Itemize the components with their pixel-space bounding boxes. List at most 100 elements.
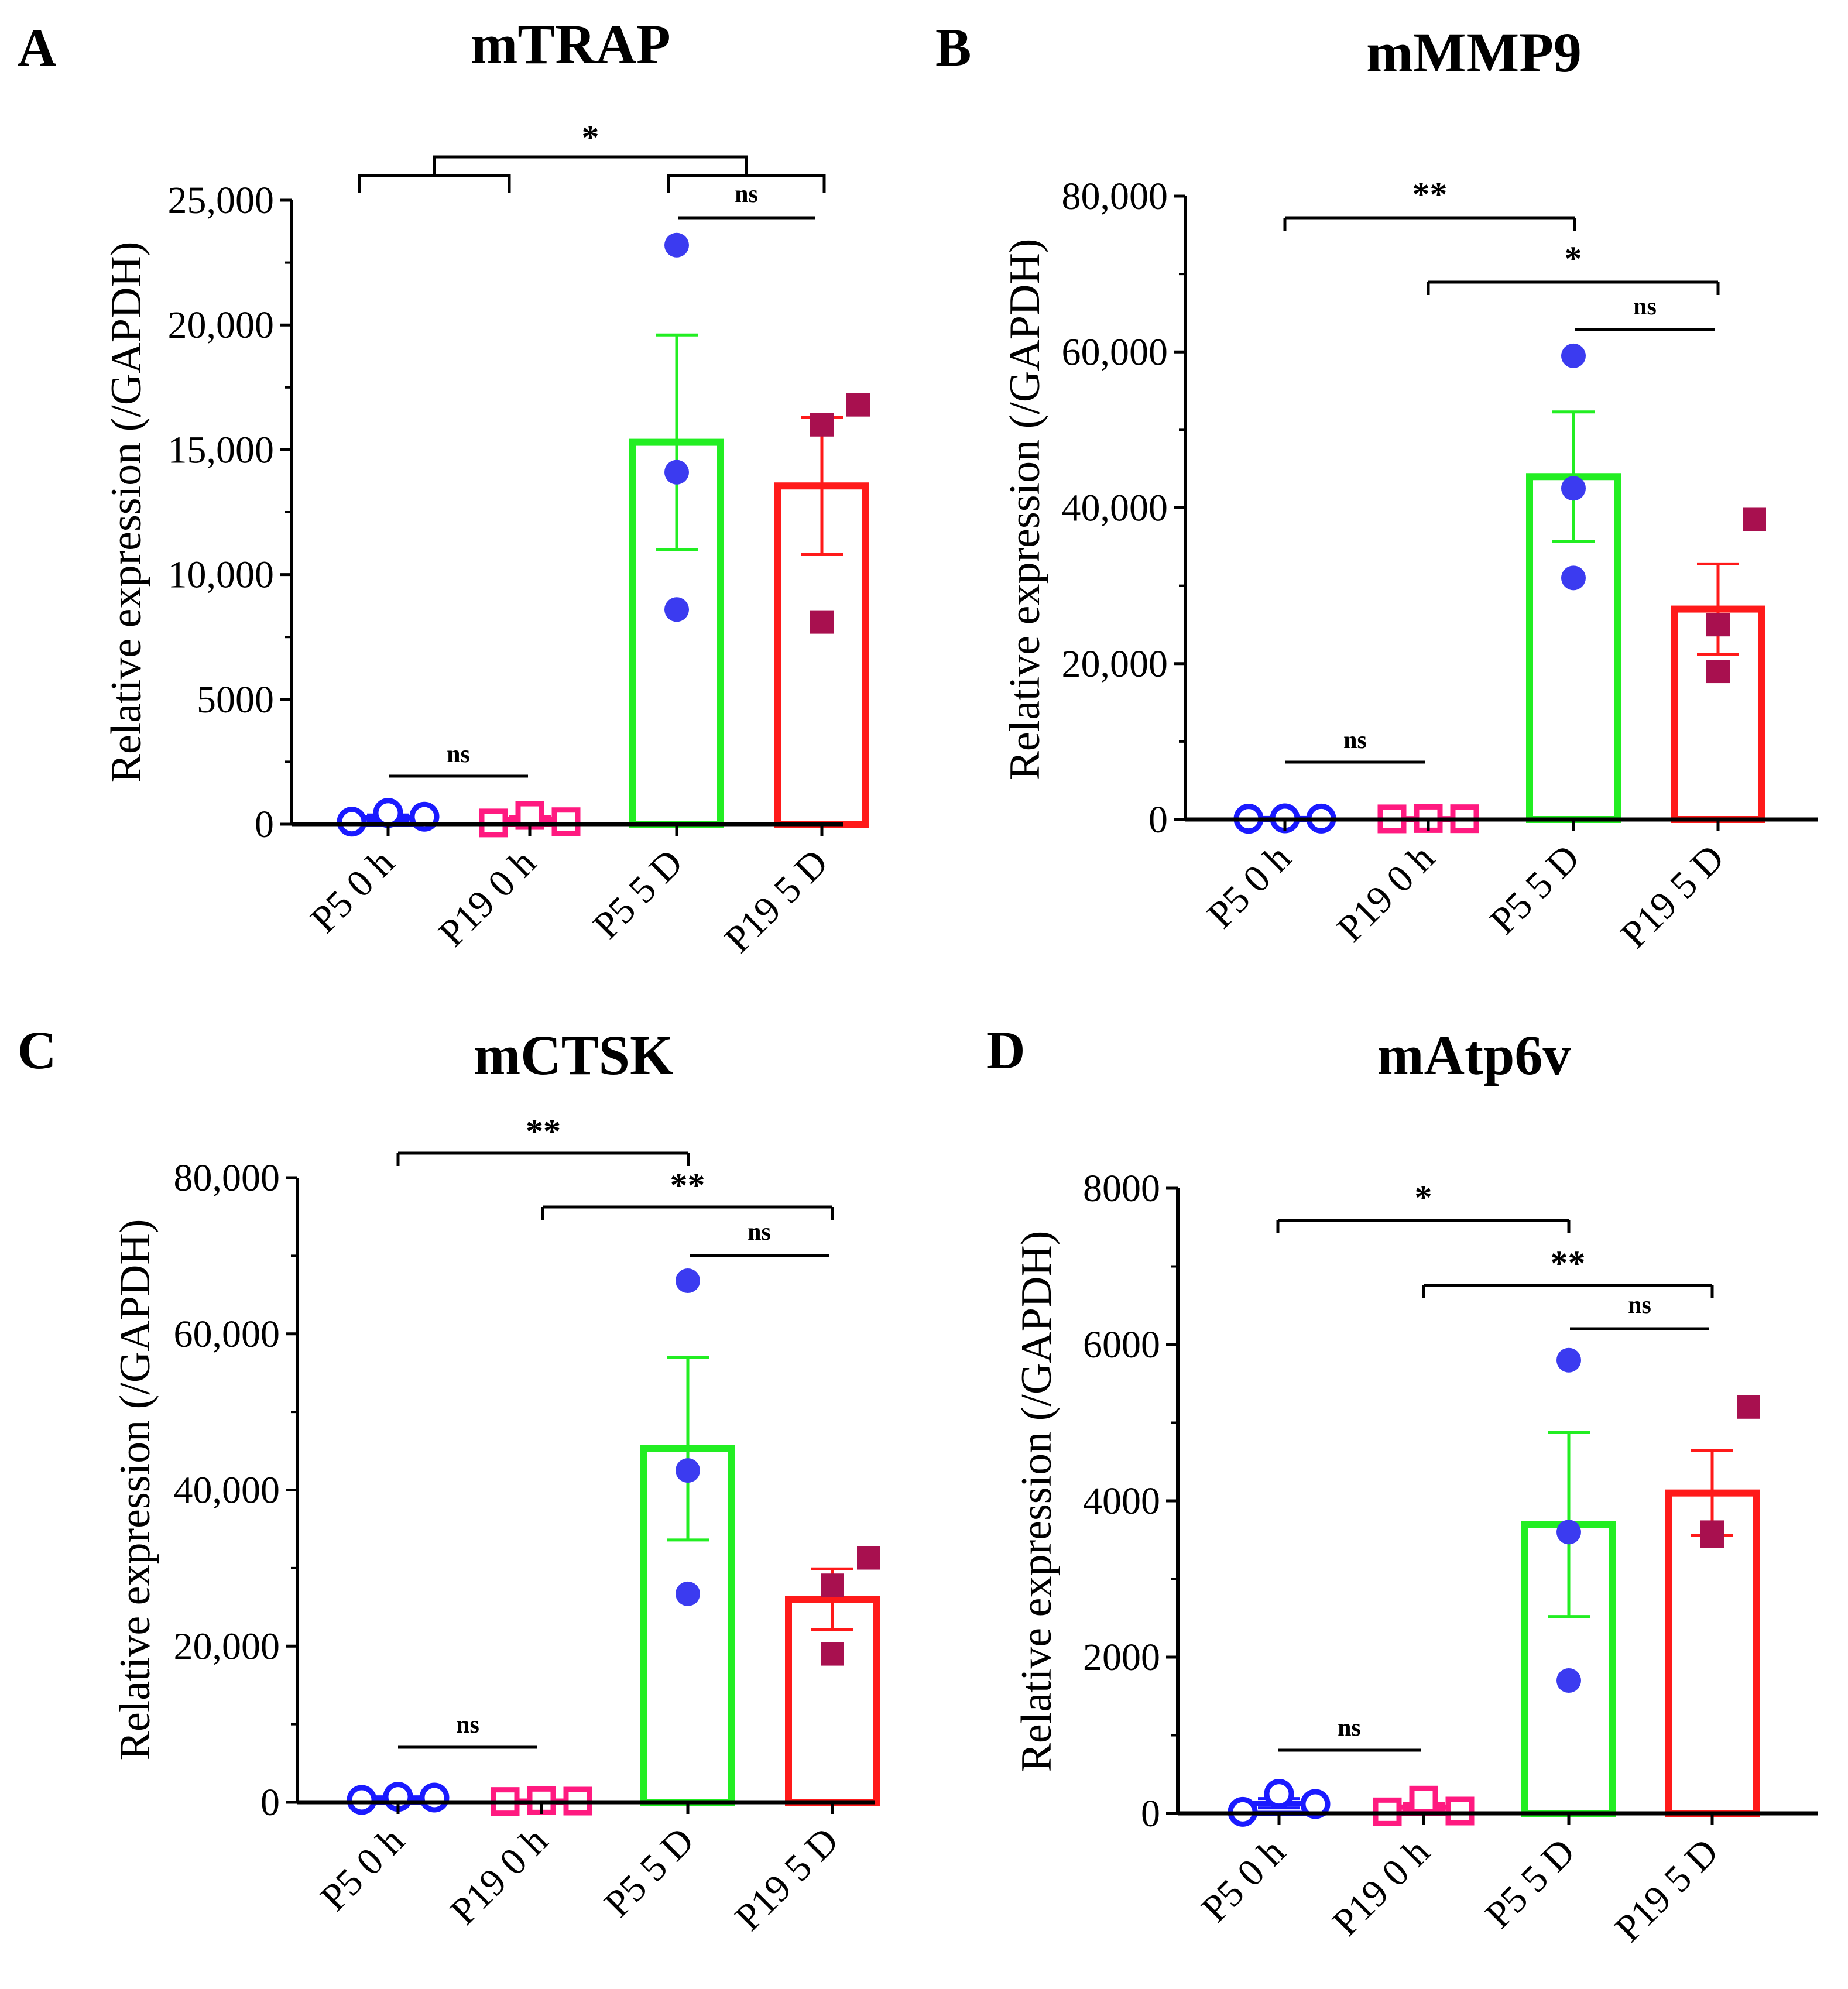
data-point (1409, 1785, 1438, 1815)
data-point (1556, 1347, 1581, 1373)
data-point (664, 232, 689, 258)
data-point (664, 459, 689, 485)
data-point (551, 807, 581, 836)
data-point (1700, 1520, 1724, 1544)
y-tick-label: 20,000 (174, 1625, 280, 1668)
x-tick-label: P19 0 h (430, 841, 544, 955)
significance-label: ns (1628, 1292, 1651, 1319)
x-tick-label: P5 0 h (1199, 836, 1300, 937)
y-axis-label: Relative expression (/GAPDH) (111, 1219, 159, 1761)
y-tick-label: 25,000 (168, 179, 275, 222)
data-point (1743, 507, 1766, 531)
y-tick-label: 20,000 (1062, 643, 1168, 685)
x-tick-label: P19 0 h (442, 1819, 556, 1933)
chart-title: mCTSK (474, 1024, 673, 1086)
significance-label: ** (526, 1112, 561, 1151)
data-point (347, 1785, 377, 1815)
data-point (821, 1642, 844, 1666)
x-tick-label: P5 0 h (303, 841, 403, 941)
data-point (1556, 1520, 1581, 1545)
data-point (676, 1581, 700, 1606)
y-tick-label: 80,000 (1062, 175, 1168, 218)
y-tick-label: 5000 (197, 678, 274, 721)
y-tick-label: 8000 (1083, 1167, 1160, 1210)
data-point (810, 610, 834, 634)
significance-label: ** (1551, 1244, 1586, 1282)
significance-label: ns (735, 181, 758, 208)
data-point (419, 1782, 450, 1813)
significance-label: ** (1412, 175, 1448, 214)
y-tick-label: 4000 (1083, 1480, 1160, 1522)
significance-bracket-left-group (358, 174, 511, 193)
x-tick-label: P19 5 D (1607, 1830, 1727, 1950)
x-tick-label: P19 5 D (727, 1819, 847, 1939)
panel-letter: A (18, 18, 56, 77)
chart-title: mMMP9 (1366, 21, 1582, 84)
significance-label: * (1415, 1178, 1432, 1217)
data-point (676, 1268, 700, 1294)
x-tick-label: P19 5 D (716, 841, 836, 961)
data-point (664, 597, 689, 622)
y-tick-label: 60,000 (174, 1313, 280, 1356)
significance-label: ns (447, 741, 470, 768)
y-tick-label: 40,000 (1062, 487, 1168, 530)
data-point (1706, 660, 1730, 684)
data-point (676, 1458, 700, 1483)
y-tick-label: 15,000 (168, 428, 275, 471)
data-point (1556, 1668, 1581, 1693)
data-point (1300, 1789, 1331, 1819)
data-point (1737, 1395, 1760, 1419)
x-tick-label: P5 5 D (585, 841, 691, 947)
x-tick-label: P5 5 D (596, 1819, 702, 1925)
significance-label: ns (456, 1712, 479, 1738)
x-tick-label: P5 0 h (1194, 1830, 1294, 1930)
data-point (821, 1573, 844, 1597)
significance-label: ns (1343, 727, 1367, 754)
significance-label: ** (670, 1166, 705, 1205)
y-tick-label: 80,000 (174, 1157, 280, 1199)
data-point (1264, 1779, 1294, 1809)
panel-letter: C (18, 1020, 56, 1080)
significance-label: ns (1633, 293, 1657, 320)
y-tick-label: 0 (260, 1781, 280, 1824)
x-tick-label: P5 5 D (1482, 836, 1588, 942)
x-tick-label: P19 5 D (1613, 836, 1733, 956)
data-point (810, 413, 834, 437)
y-tick-label: 6000 (1083, 1323, 1160, 1366)
y-axis-label: Relative expression (/GAPDH) (1013, 1231, 1061, 1772)
data-point (1561, 565, 1586, 591)
y-tick-label: 20,000 (168, 304, 275, 347)
y-tick-label: 40,000 (174, 1469, 280, 1512)
significance-label: * (1565, 239, 1582, 278)
y-axis-label: Relative expression (/GAPDH) (1001, 239, 1049, 780)
panel-letter: B (935, 18, 971, 77)
data-point (1445, 1796, 1475, 1826)
data-point (1561, 476, 1586, 501)
chart-title: mTRAP (471, 13, 670, 76)
y-tick-label: 2000 (1083, 1636, 1160, 1679)
significance-label: ns (748, 1219, 771, 1246)
data-point (846, 393, 870, 417)
significance-label: * (582, 118, 599, 157)
x-tick-label: P5 0 h (313, 1819, 413, 1919)
y-tick-label: 60,000 (1062, 331, 1168, 373)
y-tick-label: 0 (1148, 798, 1168, 841)
data-point (337, 807, 367, 837)
panel-letter: D (986, 1020, 1025, 1080)
chart-title: mAtp6v (1377, 1024, 1571, 1086)
significance-bracket-join (433, 155, 748, 176)
data-point (1706, 613, 1730, 637)
data-point (1561, 343, 1586, 368)
y-tick-label: 0 (1141, 1792, 1160, 1835)
data-point (373, 798, 403, 828)
data-point (857, 1546, 880, 1570)
significance-label: ns (1338, 1714, 1361, 1741)
x-tick-label: P5 5 D (1477, 1830, 1583, 1936)
x-tick-label: P19 0 h (1329, 836, 1442, 950)
x-tick-label: P19 0 h (1324, 1830, 1438, 1944)
